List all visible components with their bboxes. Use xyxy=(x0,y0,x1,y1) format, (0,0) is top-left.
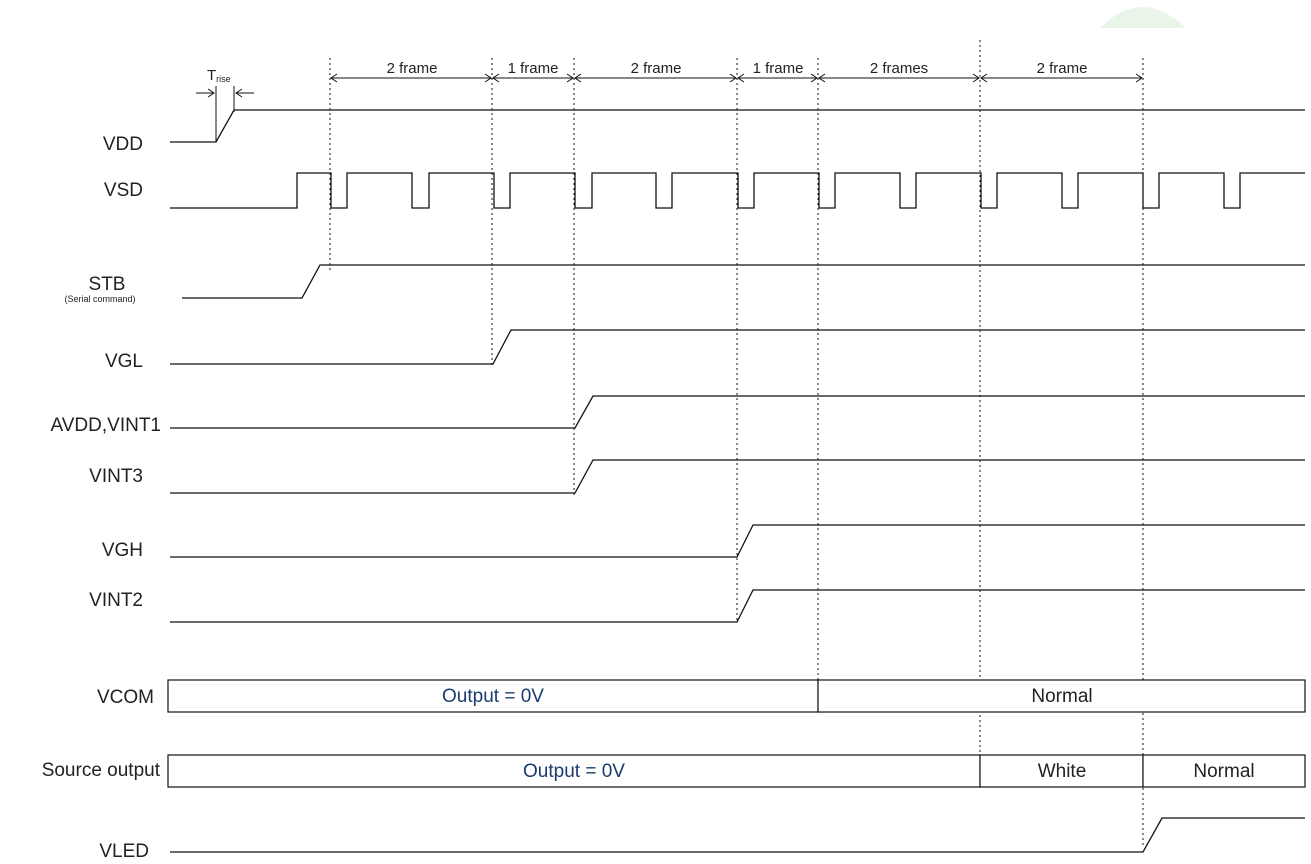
waveform-vint3 xyxy=(170,459,1305,494)
source-box-text: Normal xyxy=(1193,761,1254,782)
signal-label-vgh: VGH xyxy=(102,540,143,561)
trise-annotation: Trise xyxy=(196,67,254,142)
waveform-vdd xyxy=(170,109,1305,143)
signal-label-source-output: Source output xyxy=(42,760,161,781)
interval-label: 1 frame xyxy=(508,60,559,77)
vcom-box-text: Output = 0V xyxy=(442,686,544,707)
interval-label: 2 frame xyxy=(1037,60,1088,77)
waveform-vled xyxy=(170,817,1305,853)
trise-sub: rise xyxy=(216,74,231,84)
waveform-vint2 xyxy=(170,589,1305,623)
waveform-stb xyxy=(182,264,1305,299)
waveform-vgh xyxy=(170,524,1305,558)
signal-label-avdd: AVDD,VINT1 xyxy=(50,415,161,436)
source-box-text: White xyxy=(1038,761,1087,782)
signal-label-vsd: VSD xyxy=(104,180,143,201)
source-box-text: Output = 0V xyxy=(523,761,625,782)
source-output-boxes: Output = 0V White Normal xyxy=(167,754,1306,788)
watermark-shape xyxy=(1100,7,1186,28)
waveforms xyxy=(170,109,1305,853)
signal-label-vint3: VINT3 xyxy=(89,466,143,487)
vcom-box-text: Normal xyxy=(1031,686,1092,707)
signal-label-vled: VLED xyxy=(99,841,149,862)
signal-label-stb-note: (Serial command) xyxy=(64,294,135,304)
waveform-avdd xyxy=(170,395,1305,429)
trise-main: T xyxy=(207,67,216,84)
signal-label-vdd: VDD xyxy=(103,134,143,155)
interval-label: 2 frame xyxy=(631,60,682,77)
interval-labels: 2 frame 1 frame 2 frame 1 frame 2 frames… xyxy=(387,60,1088,77)
svg-text:Trise: Trise xyxy=(207,67,231,84)
signal-labels: VDD VSD STB (Serial command) VGL AVDD,VI… xyxy=(42,134,161,862)
interval-label: 2 frames xyxy=(870,60,928,77)
source-box xyxy=(167,754,981,788)
interval-label: 1 frame xyxy=(753,60,804,77)
vcom-boxes: Output = 0V Normal xyxy=(167,679,1306,713)
source-box xyxy=(1142,754,1306,788)
signal-label-stb: STB xyxy=(89,274,126,295)
signal-label-vcom: VCOM xyxy=(97,687,154,708)
signal-label-vint2: VINT2 xyxy=(89,590,143,611)
waveform-vsd xyxy=(170,172,1305,209)
timing-guides xyxy=(329,40,1144,845)
signal-label-vgl: VGL xyxy=(105,351,143,372)
waveform-vgl xyxy=(170,329,1305,365)
vcom-box xyxy=(167,679,819,713)
vcom-box xyxy=(817,679,1306,713)
interval-arrows xyxy=(330,73,1143,83)
interval-label: 2 frame xyxy=(387,60,438,77)
